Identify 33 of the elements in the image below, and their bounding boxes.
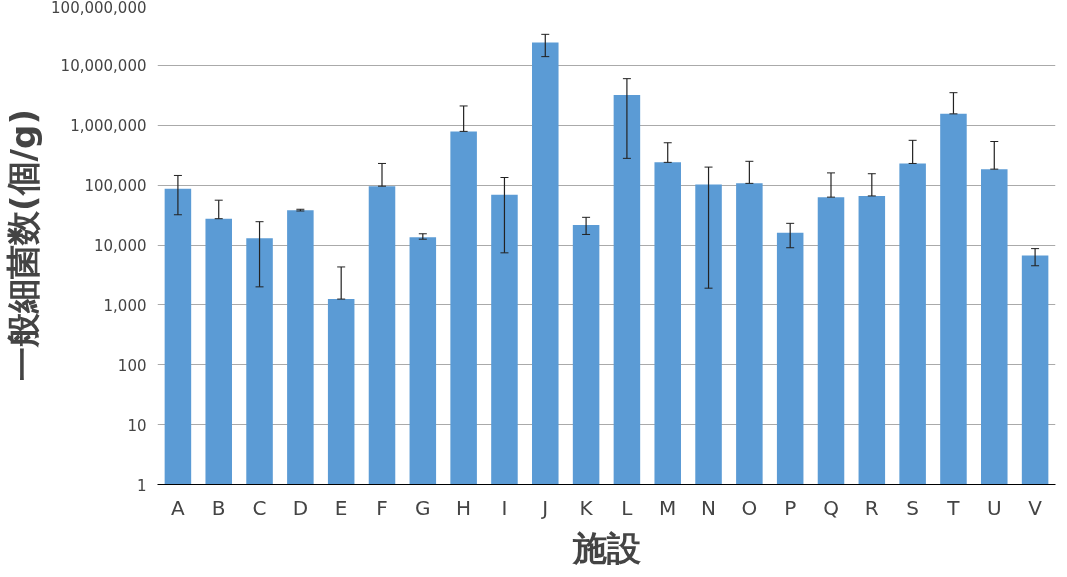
x-tick-label: O <box>741 495 758 520</box>
x-tick-label: Q <box>823 495 839 520</box>
x-tick-label: M <box>659 495 677 520</box>
x-tick-label: V <box>1028 495 1043 520</box>
x-tick-label: K <box>579 495 594 520</box>
x-tick-label: H <box>456 495 472 520</box>
y-tick-label: 100,000 <box>84 177 147 196</box>
x-tick-label: A <box>171 495 186 520</box>
y-tick-label: 100,000,000 <box>51 0 147 17</box>
x-tick-label: N <box>701 495 717 520</box>
x-tick-label: D <box>292 495 309 520</box>
y-tick-label: 10,000 <box>94 237 147 255</box>
x-tick-label: R <box>864 495 879 520</box>
y-tick-label: 1,000,000 <box>70 117 147 136</box>
x-tick-label: F <box>376 495 388 520</box>
y-tick-label: 1,000 <box>103 296 147 315</box>
x-tick-label: E <box>334 495 348 520</box>
x-tick-label: P <box>784 495 797 520</box>
x-tick-label: G <box>415 495 431 520</box>
x-tick-label: B <box>211 495 226 520</box>
x-tick-label: J <box>540 495 549 520</box>
y-tick-label: 1 <box>136 476 147 495</box>
y-axis-title: 一般細菌数(個/g) <box>3 109 44 381</box>
x-tick-label: S <box>906 495 919 520</box>
x-tick-label: L <box>621 495 634 520</box>
x-tick-label: C <box>252 495 267 520</box>
y-tick-label: 10 <box>127 416 147 435</box>
x-tick-label: T <box>946 495 961 520</box>
y-tick-label: 10,000,000 <box>60 57 147 76</box>
x-tick-label: I <box>501 495 508 520</box>
x-tick-label: U <box>986 495 1002 520</box>
x-axis-title: 施設 <box>571 527 641 568</box>
y-tick-label: 100 <box>117 356 147 375</box>
